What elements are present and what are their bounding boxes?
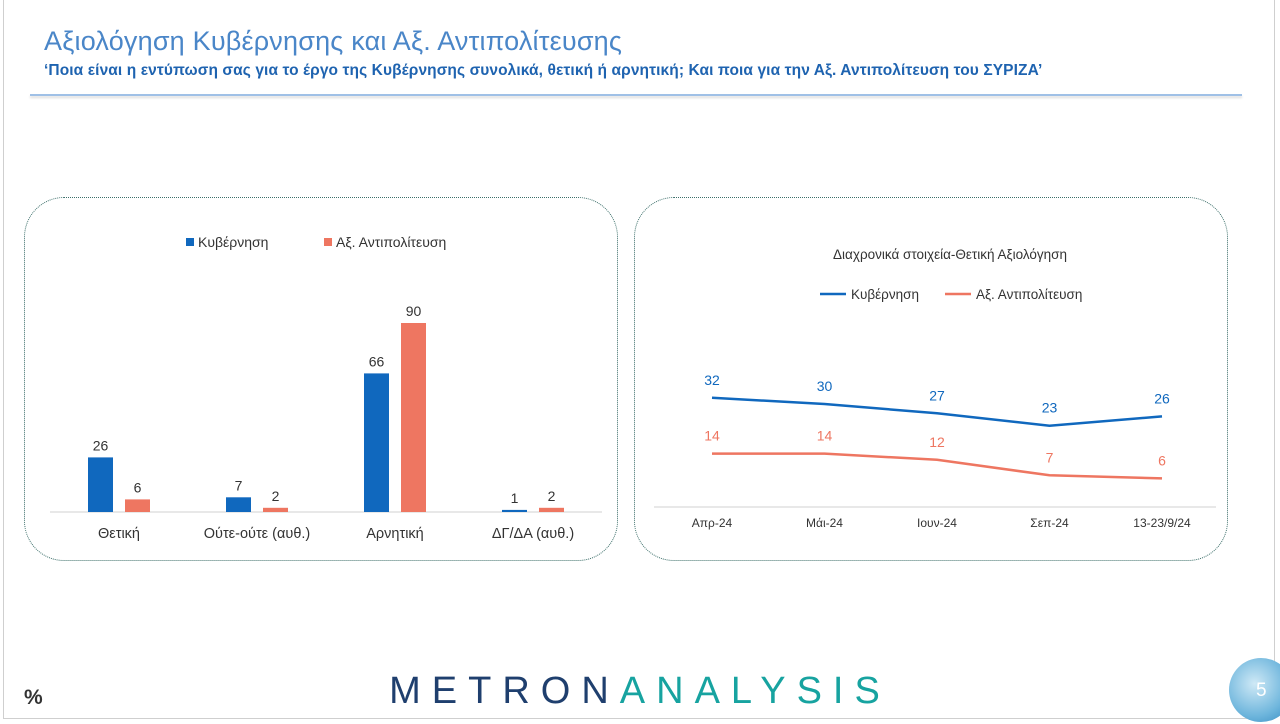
bar-opposition-0 bbox=[125, 499, 150, 512]
percent-sign: % bbox=[24, 686, 43, 709]
data-label-government-2: 66 bbox=[369, 353, 385, 369]
data-label-government-2: 27 bbox=[929, 387, 945, 403]
data-label-government-1: 30 bbox=[817, 378, 833, 394]
bar-government-2 bbox=[364, 373, 389, 512]
x-tick-label-0: Απρ-24 bbox=[692, 516, 733, 530]
legend-label-opposition: Αξ. Αντιπολίτευση bbox=[976, 287, 1082, 302]
data-label-opposition-4: 6 bbox=[1158, 452, 1166, 468]
data-label-government-0: 32 bbox=[704, 372, 720, 388]
bar-opposition-1 bbox=[263, 507, 288, 512]
data-label-opposition-2: 90 bbox=[406, 303, 422, 319]
logo-part-analysis: ANALYSIS bbox=[619, 670, 891, 712]
bar-government-3 bbox=[502, 509, 527, 512]
data-label-opposition-1: 14 bbox=[817, 428, 833, 444]
metron-analysis-logo: METRONANALYSIS bbox=[0, 670, 1280, 713]
data-label-opposition-3: 7 bbox=[1046, 449, 1054, 465]
slide-frame bbox=[3, 0, 1275, 719]
legend-swatch-government bbox=[186, 238, 194, 246]
page-number-badge: 5 bbox=[1229, 658, 1280, 722]
data-label-government-4: 26 bbox=[1154, 390, 1170, 406]
data-label-opposition-2: 12 bbox=[929, 434, 945, 450]
line-chart-panel bbox=[634, 197, 1228, 561]
title-divider bbox=[30, 94, 1242, 96]
data-label-opposition-0: 6 bbox=[134, 479, 142, 495]
data-label-opposition-1: 2 bbox=[272, 488, 280, 504]
page-number: 5 bbox=[1256, 680, 1267, 701]
bar-government-1 bbox=[226, 497, 251, 512]
data-label-government-1: 7 bbox=[235, 477, 243, 493]
category-label-3: ΔΓ/ΔΑ (αυθ.) bbox=[492, 526, 574, 542]
series-line-government bbox=[711, 396, 1163, 427]
bar-chart-panel bbox=[24, 197, 618, 561]
x-tick-label-1: Μάι-24 bbox=[806, 516, 843, 530]
data-label-government-3: 23 bbox=[1042, 400, 1058, 416]
legend-label-government: Κυβέρνηση bbox=[198, 234, 268, 250]
series-line-opposition bbox=[712, 452, 1163, 480]
legend-label-government: Κυβέρνηση bbox=[851, 287, 919, 302]
bar-opposition-2 bbox=[401, 323, 426, 512]
legend-swatch-opposition bbox=[324, 238, 332, 246]
data-label-opposition-0: 14 bbox=[704, 428, 720, 444]
line-chart-title: Διαχρονικά στοιχεία-Θετική Αξιολόγηση bbox=[833, 247, 1067, 262]
x-tick-label-2: Ιουν-24 bbox=[917, 516, 957, 530]
category-label-2: Αρνητική bbox=[366, 526, 424, 542]
page-subtitle: ‘Ποια είναι η εντύπωση σας για το έργο τ… bbox=[44, 62, 1043, 79]
bar-opposition-3 bbox=[539, 507, 564, 512]
bar-government-0 bbox=[88, 457, 113, 512]
bar-chart: Κυβέρνηση Αξ. Αντιπολίτευση266Θετική72Ούτ… bbox=[50, 234, 602, 542]
data-label-government-0: 26 bbox=[93, 437, 109, 453]
x-tick-label-3: Σεπ-24 bbox=[1030, 516, 1069, 530]
legend-label-opposition: Αξ. Αντιπολίτευση bbox=[336, 234, 446, 250]
page-title: Αξιολόγηση Κυβέρνησης και Αξ. Αντιπολίτε… bbox=[44, 26, 623, 56]
data-label-government-3: 1 bbox=[511, 490, 519, 506]
x-tick-label-4: 13-23/9/24 bbox=[1133, 516, 1191, 530]
data-label-opposition-3: 2 bbox=[548, 488, 556, 504]
logo-part-metron: METRON bbox=[389, 670, 620, 712]
category-label-1: Ούτε-ούτε (αυθ.) bbox=[204, 526, 311, 542]
category-label-0: Θετική bbox=[98, 526, 140, 542]
line-chart: Διαχρονικά στοιχεία-Θετική Αξιολόγηση Κυβ… bbox=[654, 247, 1216, 530]
